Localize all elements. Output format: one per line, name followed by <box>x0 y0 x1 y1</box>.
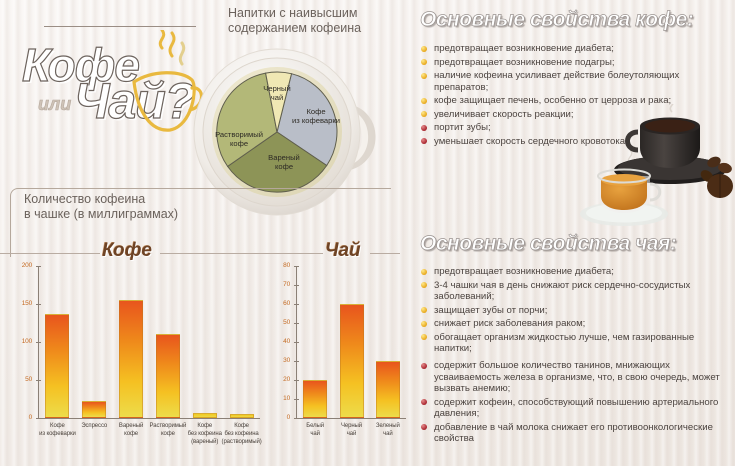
tea-negative-list: содержит большое количество танинов, мни… <box>420 360 732 447</box>
coffee-bars <box>39 266 260 418</box>
tea-tick <box>294 399 299 400</box>
tea-rule-right <box>370 253 400 254</box>
tea-tick-label: 40 <box>283 338 290 345</box>
coffee-bar <box>82 401 107 418</box>
properties-column: Основные свойства кофе: предотвращает во… <box>416 0 735 466</box>
logo-word-coffee: Кофе <box>21 39 140 91</box>
coffee-bar <box>45 313 70 418</box>
coffee-bar <box>155 334 180 418</box>
tea-positive-item: снижает риск заболевания раком; <box>420 318 732 330</box>
tea-positive-item: защищает зубы от порчи; <box>420 305 732 317</box>
tea-tick <box>294 285 299 286</box>
coffee-bar <box>119 300 144 418</box>
coffee-positive-item: наличие кофеина усиливает действие болеу… <box>420 70 732 93</box>
tea-tick-label: 70 <box>283 281 290 288</box>
tea-bar <box>303 380 328 418</box>
pie-label-black-tea: Черный чай <box>263 84 290 102</box>
coffee-bar-label: Кофе без кофеина (растворимый) <box>221 423 262 445</box>
tea-tick <box>294 342 299 343</box>
coffee-positive-item: увеличивает скорость реакции; <box>420 109 732 121</box>
coffee-tick-label: 100 <box>21 338 32 345</box>
tea-bar-label: Зеленый чай <box>375 423 400 437</box>
pie-slices <box>216 71 338 193</box>
coffee-bar <box>192 412 217 418</box>
coffee-bar-label: Кофе из кофеварки <box>39 423 76 437</box>
steaming-cup-icon <box>132 30 204 132</box>
pie-label-instant-coffee: Растворимый кофе <box>215 130 263 148</box>
tea-positive-item: обогащает организм жидкостью лучше, чем … <box>420 332 732 355</box>
tea-positive-item: предотвращает возникновение диабета; <box>420 266 732 278</box>
coffee-chart-title: Кофе <box>102 240 152 261</box>
coffee-tick <box>36 266 41 267</box>
tea-bar-chart: 0 10 20 30 40 50 60 70 80 Белый чай Черный чай Зелен… <box>270 262 410 466</box>
tea-tick <box>294 361 299 362</box>
tea-bar <box>339 304 364 418</box>
tea-tick <box>294 380 299 381</box>
tea-bar <box>375 361 400 418</box>
tea-properties-heading: Основные свойства чая: <box>420 232 678 256</box>
coffee-negative-item: уменьшает скорость сердечного кровотока. <box>420 136 732 148</box>
coffee-bar <box>229 414 254 418</box>
coffee-positive-item: предотвращает возникновение подагры; <box>420 57 732 69</box>
tea-tick-label: 30 <box>283 357 290 364</box>
coffee-rule-left <box>0 253 100 254</box>
tea-negative-item: содержит кофеин, способствующий повышени… <box>420 397 732 420</box>
tea-bar-label: Белый чай <box>306 423 325 437</box>
coffee-tick <box>36 342 41 343</box>
coffee-positive-list: предотвращает возникновение диабета; пред… <box>420 43 732 122</box>
drinks-photo <box>580 104 733 226</box>
tea-tick <box>294 418 299 419</box>
tea-negative-item: содержит большое количество танинов, мни… <box>420 360 732 395</box>
tea-tick-label: 60 <box>283 300 290 307</box>
pie-chart-title: Напитки с наивысшим содержанием кофеина <box>228 6 362 35</box>
coffee-rule-right <box>160 253 323 254</box>
coffee-bar-label: Растворимый кофе <box>149 423 187 437</box>
coffee-properties-heading: Основные свойства кофе: <box>420 8 695 32</box>
tea-tick-label: 20 <box>283 376 290 383</box>
coffee-bar-label: Кофе без кофеина (вареный) <box>187 423 222 445</box>
pie-slice-coffee-machine <box>276 73 338 167</box>
tea-positive-list: предотвращает возникновение диабета; 3-4 … <box>420 266 732 357</box>
pie-slice-brewed-coffee <box>226 131 328 193</box>
tea-negative-item: добавление в чай молока снижает его прот… <box>420 422 732 445</box>
tea-bar-label: Черный чай <box>340 423 363 437</box>
tea-tick <box>294 304 299 305</box>
chart-caption-text: Количество кофеина в чашке (в миллиграмма… <box>24 192 179 221</box>
coffee-negative-item: портит зубы; <box>420 122 732 134</box>
logo: Кофе или Чай? <box>8 26 208 141</box>
coffee-bar-label: Эспрессо <box>81 423 108 429</box>
logo-rule <box>44 26 196 27</box>
pie-slice-instant-coffee <box>216 72 278 168</box>
mug-pie-chart: Черный чай Кофе из кофеварки Вареный кофе Р… <box>182 48 387 216</box>
coffee-positive-item: предотвращает возникновение диабета; <box>420 43 732 55</box>
tea-tick-label: 80 <box>283 262 290 269</box>
coffee-positive-item: кофе защищает печень, особенно от церроз… <box>420 95 732 107</box>
coffee-tick-label: 200 <box>21 262 32 269</box>
coffee-bar-chart: 0 50 100 150 200 Кофе из кофеварки Эспрессо Вар… <box>8 262 266 466</box>
coffee-x-axis <box>38 418 260 419</box>
tea-tick-label: 50 <box>283 319 290 326</box>
tea-chart-title: Чай <box>325 240 361 261</box>
tea-x-axis <box>296 418 406 419</box>
pie-label-brewed-coffee: Вареный кофе <box>268 153 300 171</box>
coffee-tick <box>36 380 41 381</box>
logo-word-or: или <box>38 94 72 115</box>
tea-tick <box>294 323 299 324</box>
coffee-tick <box>36 418 41 419</box>
tea-tick-label: 10 <box>283 395 290 402</box>
coffee-negative-list: портит зубы; уменьшает скорость сердечног… <box>420 122 732 149</box>
tea-bars <box>297 266 406 418</box>
pie-slice-black-tea <box>265 71 293 133</box>
coffee-bar-label: Вареный кофе <box>118 423 144 437</box>
coffee-tick <box>36 304 41 305</box>
tea-tick-label: 0 <box>286 414 291 421</box>
tea-tick <box>294 266 299 267</box>
pie-label-coffee-machine: Кофе из кофеварки <box>292 107 340 125</box>
coffee-tick-label: 150 <box>21 300 32 307</box>
coffee-tick-label: 0 <box>28 414 33 421</box>
tea-positive-item: 3-4 чашки чая в день снижают риск сердеч… <box>420 280 732 303</box>
coffee-tick-label: 50 <box>25 376 32 383</box>
